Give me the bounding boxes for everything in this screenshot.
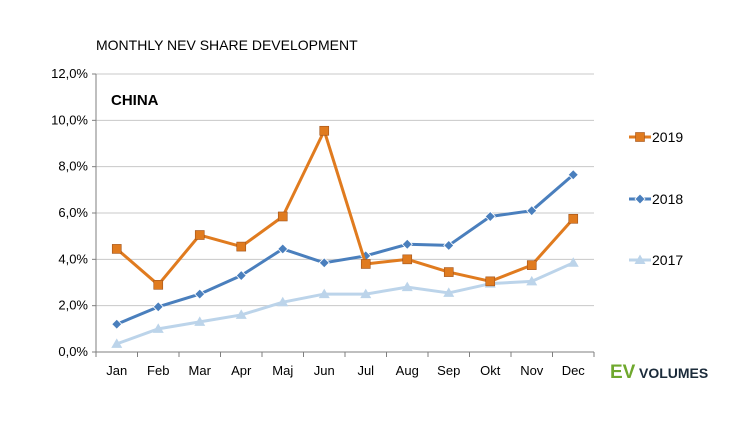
data-point-2019 — [360, 259, 371, 269]
y-tick-label: 10,0% — [51, 112, 88, 127]
data-point-2018 — [111, 318, 123, 330]
x-tick-label: Jun — [314, 363, 335, 378]
y-tick-label: 12,0% — [51, 66, 88, 81]
data-point-2019 — [319, 125, 330, 136]
data-point-2017 — [443, 287, 455, 297]
x-tick-label: Dec — [562, 363, 586, 378]
legend-marker — [635, 132, 645, 142]
data-point-2018 — [194, 288, 206, 300]
data-point-2017 — [111, 338, 123, 348]
data-point-2019 — [111, 244, 122, 254]
x-tick-label: Mar — [189, 363, 212, 378]
data-point-2018 — [401, 238, 413, 250]
y-tick-label: 0,0% — [58, 344, 88, 359]
series-2019 — [111, 125, 579, 290]
series-2018 — [111, 169, 579, 330]
series-group — [111, 125, 579, 348]
data-point-2017 — [567, 257, 579, 267]
data-point-2019 — [485, 276, 496, 287]
data-point-2018 — [526, 205, 538, 217]
data-point-2018 — [235, 269, 247, 282]
chart-title: MONTHLY NEV SHARE DEVELOPMENT — [96, 37, 358, 53]
data-point-2019 — [194, 230, 205, 240]
logo-volumes-text: VOLUMES — [639, 365, 708, 381]
data-point-2018 — [318, 257, 330, 269]
axes: 0,0% 2,0% 4,0% 6,0% 8,0% 10,0% 12,0% Jan Feb Mar A… — [51, 66, 595, 378]
legend-item-2019: 2019 — [629, 129, 683, 145]
legend-label: 2019 — [652, 129, 683, 145]
data-point-2018 — [443, 239, 455, 251]
data-point-2019 — [153, 280, 164, 290]
x-tick-label: Apr — [231, 363, 252, 378]
data-point-2018 — [567, 169, 579, 181]
x-tick-label: Jan — [106, 363, 127, 378]
x-tick-label: Aug — [396, 363, 419, 378]
x-tick-label: Okt — [480, 363, 501, 378]
legend-label: 2017 — [652, 252, 683, 268]
data-point-2017 — [235, 309, 247, 319]
region-annotation: CHINA — [111, 92, 159, 109]
data-point-2018 — [152, 301, 164, 313]
data-point-2017 — [152, 323, 164, 333]
data-point-2017 — [318, 288, 330, 299]
series-line-2018 — [116, 173, 575, 326]
series-line-2019 — [115, 129, 575, 287]
data-point-2017 — [526, 275, 538, 286]
y-tick-label: 2,0% — [58, 298, 88, 313]
legend-marker — [634, 193, 646, 205]
x-tick-label: Jul — [357, 363, 374, 378]
series-2017 — [111, 257, 579, 348]
data-point-2017 — [194, 316, 206, 326]
logo-ev-text: EV — [610, 362, 636, 383]
data-point-2019 — [277, 211, 288, 222]
data-point-2018 — [484, 210, 496, 223]
y-tick-label: 8,0% — [58, 159, 88, 174]
data-point-2019 — [236, 241, 247, 252]
data-point-2017 — [277, 296, 289, 307]
x-tick-label: Sep — [437, 363, 460, 378]
data-point-2019 — [443, 267, 454, 277]
data-point-2017 — [401, 281, 413, 292]
legend: 2019 2018 2017 — [629, 129, 683, 268]
legend-item-2017: 2017 — [629, 252, 683, 268]
data-point-2019 — [568, 213, 579, 224]
x-tick-label: Feb — [147, 363, 169, 378]
data-point-2019 — [526, 260, 537, 270]
ev-volumes-logo: EV VOLUMES — [610, 362, 708, 383]
legend-marker — [634, 254, 646, 264]
x-tick-label: Nov — [520, 363, 544, 378]
data-point-2019 — [402, 254, 413, 265]
y-tick-label: 6,0% — [58, 205, 88, 220]
y-tick-label: 4,0% — [58, 251, 88, 266]
data-point-2017 — [360, 288, 372, 299]
legend-item-2018: 2018 — [629, 191, 683, 207]
x-tick-label: Maj — [272, 363, 293, 378]
legend-label: 2018 — [652, 191, 683, 207]
series-line-2017 — [116, 261, 574, 346]
data-point-2018 — [277, 243, 289, 255]
